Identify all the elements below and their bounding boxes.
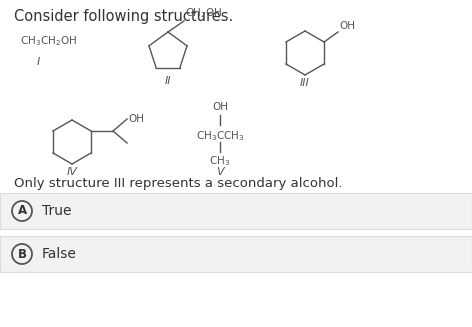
Text: IV: IV — [67, 167, 77, 177]
Text: A: A — [17, 204, 26, 217]
Text: Consider following structures.: Consider following structures. — [14, 9, 233, 24]
Text: OH: OH — [339, 21, 355, 31]
Text: CH$_3$CH$_2$OH: CH$_3$CH$_2$OH — [20, 34, 77, 48]
Text: CH$_3$CCH$_3$: CH$_3$CCH$_3$ — [196, 129, 244, 143]
Text: Only structure III represents a secondary alcohol.: Only structure III represents a secondar… — [14, 177, 343, 190]
Text: CH$_2$OH: CH$_2$OH — [185, 6, 222, 20]
Text: OH: OH — [212, 102, 228, 112]
Text: V: V — [216, 167, 224, 177]
Text: CH$_3$: CH$_3$ — [210, 154, 231, 168]
Text: True: True — [42, 204, 71, 218]
Text: B: B — [17, 248, 26, 261]
Text: OH: OH — [128, 114, 144, 124]
Text: III: III — [300, 78, 310, 88]
Text: I: I — [36, 57, 40, 67]
Bar — [0, 236, 472, 272]
Text: False: False — [42, 247, 77, 261]
Bar — [0, 193, 472, 229]
Text: II: II — [165, 76, 171, 86]
